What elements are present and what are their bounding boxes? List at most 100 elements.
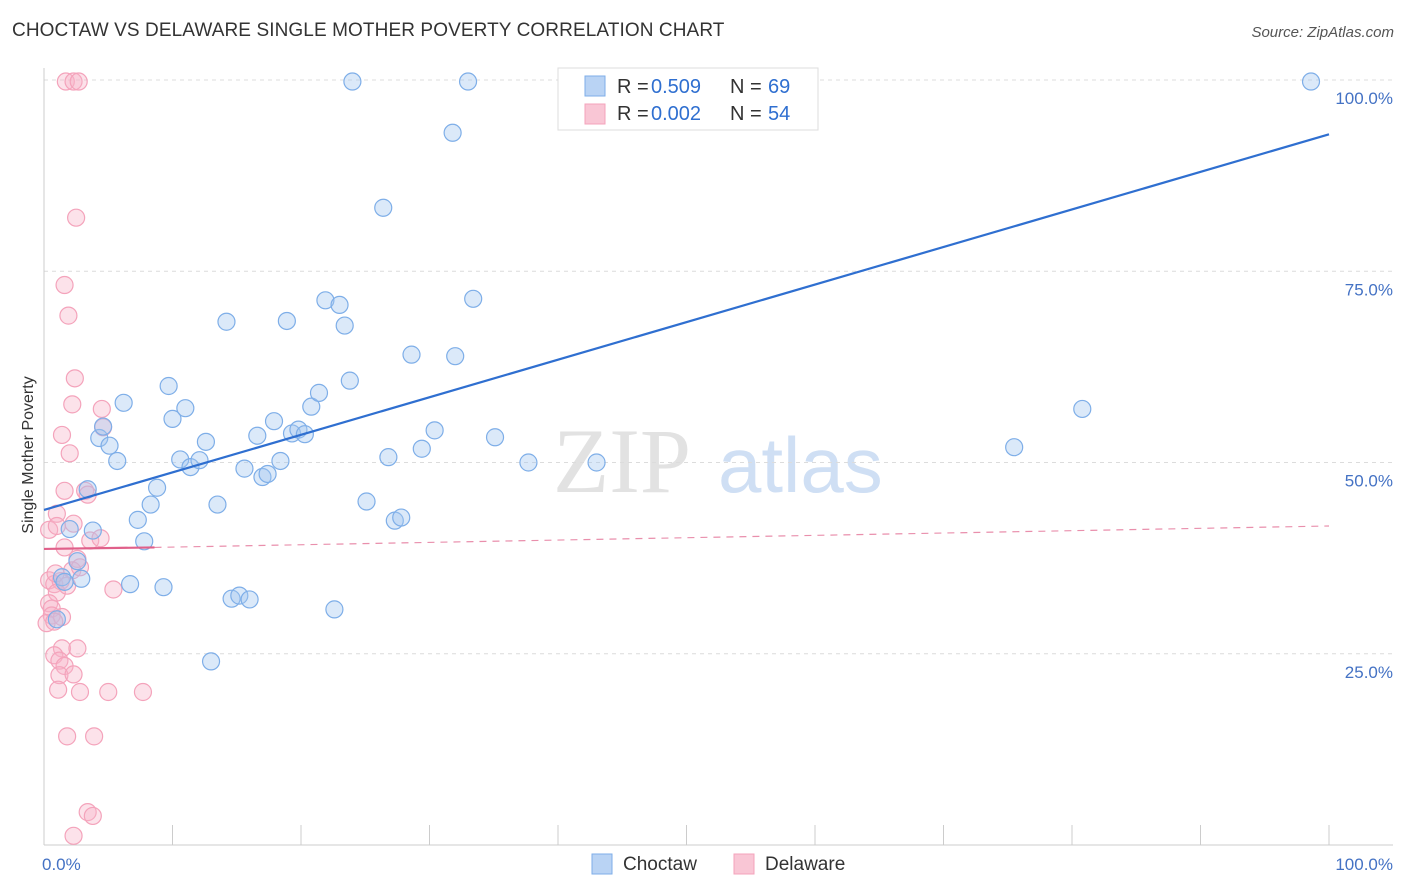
- delaware-point-5: [59, 306, 78, 325]
- choctaw-point-2: [60, 519, 79, 539]
- delaware-point-20: [55, 538, 74, 557]
- choctaw-point-3: [68, 552, 87, 571]
- delaware-point-38: [50, 651, 69, 670]
- choctaw-point-42: [316, 291, 335, 310]
- watermark-atlas: atlas: [718, 421, 883, 509]
- delaware-point-7: [63, 395, 82, 414]
- bottom-legend-swatch-delaware: [733, 853, 755, 875]
- choctaw-point-10: [114, 393, 133, 412]
- legend-r-value-delaware: 0.002: [651, 103, 701, 125]
- choctaw-point-60: [587, 453, 606, 472]
- delaware-point-3: [67, 208, 86, 227]
- delaware-point-10: [60, 444, 79, 463]
- choctaw-point-55: [443, 123, 462, 142]
- choctaw-point-35: [271, 451, 290, 471]
- choctaw-point-29: [235, 459, 254, 478]
- choctaw-point-57: [464, 289, 483, 308]
- choctaw-point-20: [176, 399, 195, 418]
- choctaw-point-51: [392, 508, 411, 527]
- legend-r-label-choctaw: R =: [617, 76, 654, 98]
- delaware-point-47: [85, 727, 104, 746]
- delaware-point-9: [52, 425, 72, 445]
- source-credit: Source: ZipAtlas.com: [1251, 24, 1394, 41]
- delaware-point-4: [55, 275, 74, 295]
- delaware-point-32: [37, 614, 56, 633]
- delaware-trend-line: [43, 546, 155, 551]
- choctaw-points: [47, 72, 1321, 671]
- choctaw-point-53: [412, 439, 431, 458]
- choctaw-point-25: [208, 495, 227, 514]
- choctaw-point-14: [141, 495, 160, 514]
- bottom-legend-label-choctaw: Choctaw: [623, 854, 697, 875]
- choctaw-point-33: [258, 464, 277, 484]
- choctaw-point-46: [340, 371, 359, 390]
- delaware-points: [37, 72, 153, 845]
- choctaw-point-34: [264, 412, 284, 431]
- choctaw-point-41: [309, 383, 329, 402]
- delaware-point-6: [65, 369, 84, 388]
- bottom-legend-swatch-choctaw: [591, 853, 613, 875]
- choctaw-point-32: [253, 467, 272, 487]
- y-tick-label-25: 25.0%: [1345, 663, 1393, 682]
- delaware-point-12: [55, 481, 74, 500]
- choctaw-point-22: [190, 451, 209, 470]
- gridlines: [44, 79, 1393, 655]
- delaware-point-40: [50, 666, 69, 685]
- choctaw-point-43: [325, 600, 344, 619]
- legend-n-value-delaware: 54: [768, 103, 790, 125]
- choctaw-point-64: [1005, 438, 1024, 457]
- delaware-point-33: [45, 612, 64, 631]
- choctaw-point-67: [47, 610, 66, 629]
- choctaw-point-36: [277, 311, 296, 331]
- choctaw-point-11: [120, 575, 140, 594]
- legend-r-value-choctaw: 0.509: [651, 76, 701, 98]
- choctaw-point-49: [379, 448, 398, 467]
- axes: [43, 68, 1393, 846]
- y-tick-label-100: 100.0%: [1335, 89, 1393, 108]
- choctaw-point-59: [519, 453, 538, 472]
- delaware-trend-dashed: [154, 525, 1330, 549]
- legend-swatch-choctaw: [584, 75, 606, 97]
- choctaw-point-6: [90, 428, 109, 448]
- choctaw-point-7: [94, 417, 113, 436]
- delaware-point-34: [104, 580, 123, 599]
- choctaw-point-18: [163, 409, 182, 428]
- choctaw-point-1: [55, 572, 74, 591]
- choctaw-point-62: [458, 72, 478, 91]
- choctaw-point-23: [196, 432, 216, 451]
- delaware-point-43: [70, 682, 90, 702]
- choctaw-point-52: [402, 345, 421, 364]
- choctaw-point-5: [83, 521, 102, 540]
- delaware-point-49: [83, 806, 102, 826]
- choctaw-point-58: [485, 428, 505, 447]
- x-tick-label-min: 0.0%: [42, 855, 81, 874]
- delaware-point-45: [133, 682, 153, 702]
- choctaw-point-48: [374, 198, 393, 217]
- choctaw-point-47: [357, 492, 376, 511]
- choctaw-point-17: [159, 376, 178, 396]
- choctaw-point-19: [171, 450, 190, 469]
- y-tick-labels: 25.0% 50.0% 75.0% 100.0%: [1335, 89, 1393, 682]
- choctaw-point-31: [248, 426, 267, 445]
- delaware-point-42: [49, 680, 68, 699]
- delaware-point-41: [64, 665, 83, 684]
- choctaw-point-16: [154, 578, 173, 597]
- choctaw-point-65: [1073, 399, 1092, 419]
- choctaw-point-28: [230, 586, 249, 605]
- legend-n-label-choctaw: N =: [730, 76, 767, 98]
- choctaw-point-12: [128, 510, 147, 529]
- bottom-legend-label-delaware: Delaware: [765, 854, 845, 875]
- legend-n-value-choctaw: 69: [768, 76, 790, 98]
- stats-legend: R = 0.509 N = 69 R = 0.002 N = 54: [557, 67, 819, 131]
- choctaw-point-68: [72, 569, 91, 588]
- choctaw-point-26: [217, 312, 236, 331]
- choctaw-point-54: [425, 421, 444, 440]
- y-axis-title: Single Mother Poverty: [20, 376, 37, 533]
- legend-swatch-delaware: [584, 103, 606, 125]
- choctaw-point-66: [1301, 72, 1321, 91]
- delaware-point-8: [92, 399, 111, 419]
- delaware-point-46: [58, 727, 77, 746]
- choctaw-point-24: [201, 652, 221, 671]
- watermark-zip: ZIP: [553, 410, 691, 512]
